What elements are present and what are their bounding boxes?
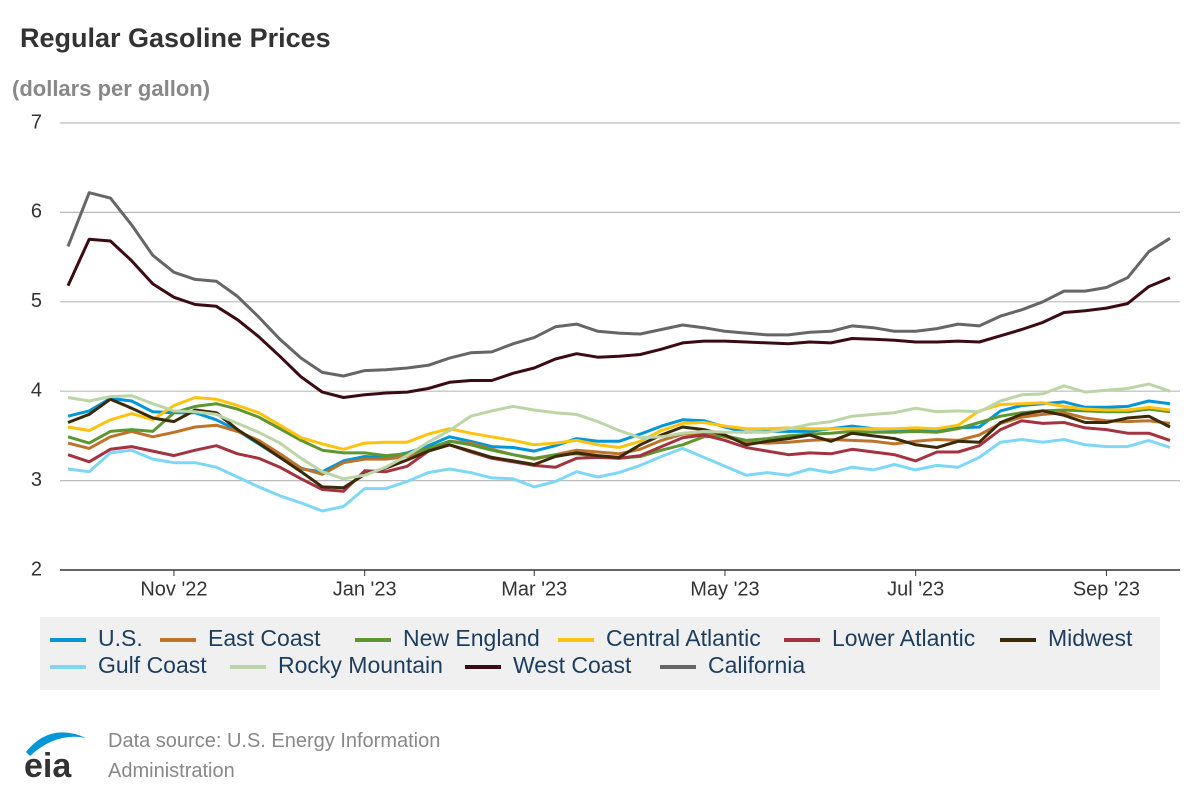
legend-label: West Coast [513,652,632,678]
x-tick-label: May '23 [690,578,759,600]
legend-box [40,617,1160,690]
x-tick-label: Sep '23 [1073,578,1140,600]
series-line [67,438,1171,513]
y-tick-label: 4 [31,379,42,401]
legend-label: New England [403,625,540,651]
legend-label: Lower Atlantic [832,625,975,651]
x-tick-label: Nov '22 [140,578,207,600]
x-tick-label: Jul '23 [887,578,944,600]
series-line [66,191,1171,378]
source-text: Data source: U.S. Energy Information Adm… [108,730,441,782]
series-line [67,397,1171,490]
y-tick-label: 7 [31,111,42,133]
y-tick-label: 6 [31,201,42,223]
chart-title: Regular Gasoline Prices [20,23,331,53]
legend-label: Central Atlantic [606,625,761,651]
legend-label: East Coast [208,625,321,651]
legend-label: Rocky Mountain [278,652,443,678]
logo-text: eia [24,747,72,785]
x-tick-label: Jan '23 [333,578,397,600]
legend-label: U.S. [98,625,143,651]
legend-label: California [708,652,805,678]
source-box: Data source: U.S. Energy Information Adm… [108,730,441,782]
series-line [67,382,1171,481]
y-tick-label: 2 [31,558,42,580]
series-line [66,237,1171,399]
x-tick-label: Mar '23 [501,578,567,600]
chart-subtitle: (dollars per gallon) [12,76,210,101]
logo-arc [26,732,86,756]
legend-label: Gulf Coast [98,652,207,678]
y-tick-label: 3 [31,469,42,491]
legend-label: Midwest [1048,625,1133,651]
y-tick-label: 5 [31,290,42,312]
